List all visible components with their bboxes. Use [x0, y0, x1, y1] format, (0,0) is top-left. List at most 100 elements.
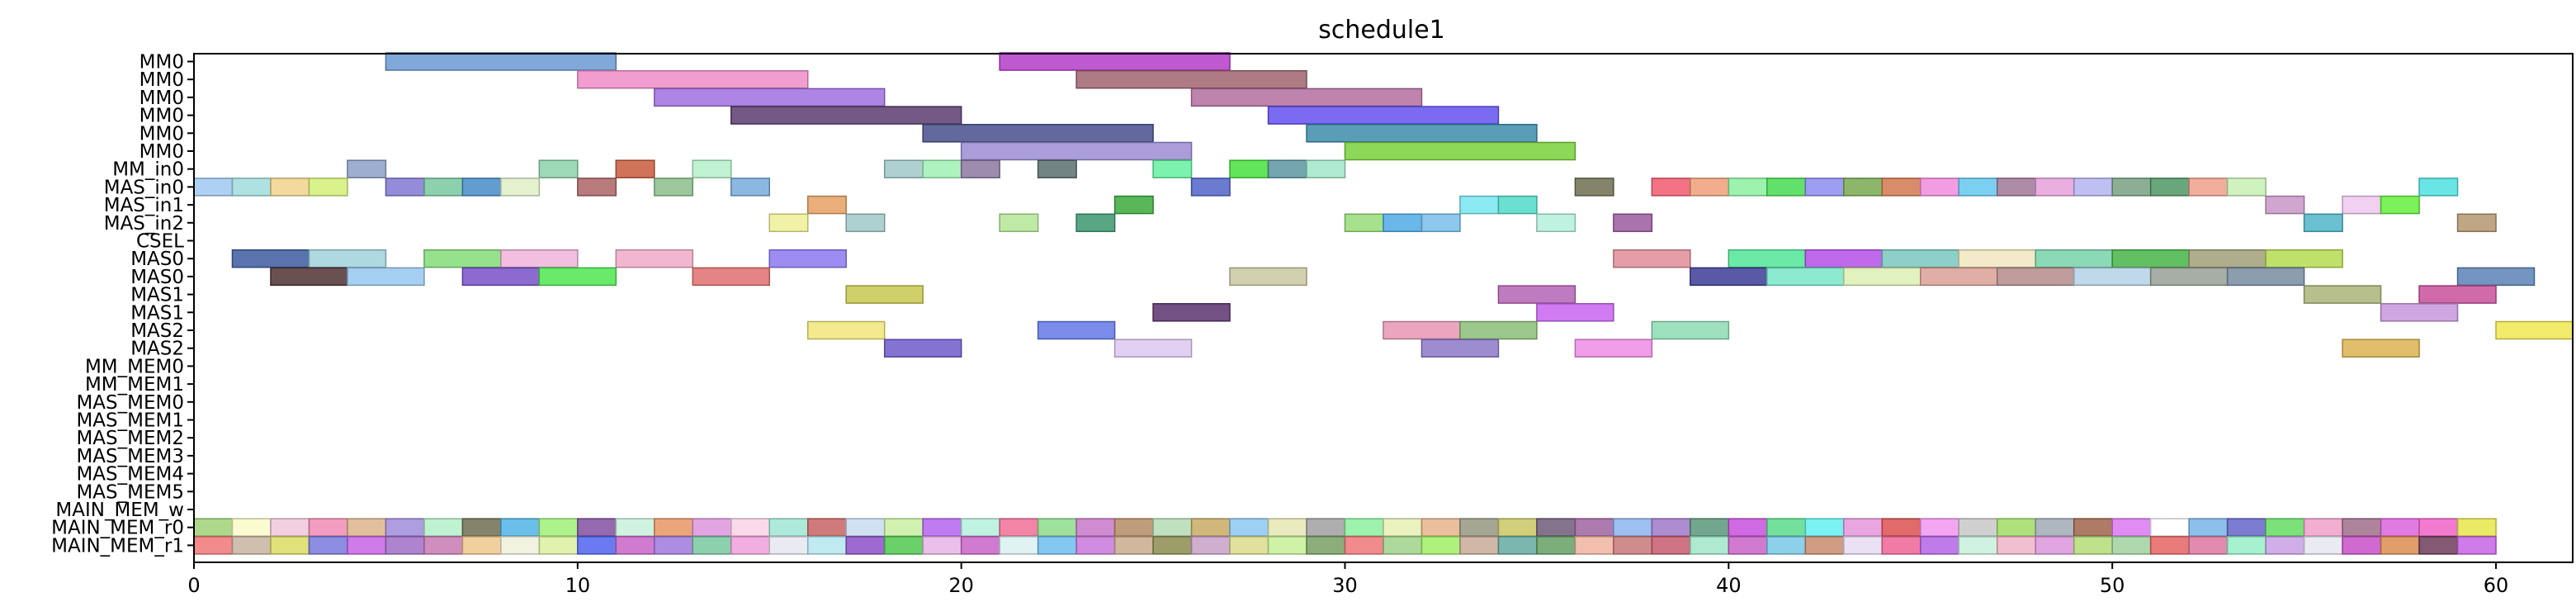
- task-bar: [2226, 267, 2305, 287]
- task-bar: [1383, 536, 1423, 555]
- task-bar: [1651, 518, 1691, 537]
- y-tick-label: MAS0: [130, 267, 184, 288]
- task-bar: [347, 536, 387, 555]
- task-bar: [1843, 518, 1884, 537]
- task-bar: [1843, 178, 1884, 197]
- task-bar: [1113, 518, 1154, 537]
- task-bar: [2342, 518, 2382, 537]
- task-bar: [1728, 249, 1807, 268]
- task-bar: [1075, 69, 1307, 89]
- x-tick-label: 60: [2484, 574, 2509, 597]
- task-bar: [1075, 536, 1116, 555]
- task-bar: [1152, 536, 1193, 555]
- task-bar: [922, 518, 962, 537]
- task-bar: [1229, 518, 1269, 537]
- task-bar: [2380, 536, 2420, 555]
- task-bar: [1459, 320, 1538, 340]
- task-bar: [2303, 213, 2343, 233]
- task-bar: [577, 178, 617, 197]
- task-bar: [1766, 536, 1807, 555]
- task-bar: [2495, 320, 2574, 340]
- y-tick-label: MM_MEM0: [85, 356, 184, 377]
- task-bar: [2418, 285, 2497, 304]
- task-bar: [806, 536, 847, 555]
- task-bar: [2149, 518, 2190, 537]
- y-tick-label: MM0: [139, 88, 184, 109]
- task-bar: [308, 249, 387, 268]
- task-bar: [1958, 518, 1998, 537]
- task-bar: [2111, 249, 2190, 268]
- task-bar: [1881, 536, 1921, 555]
- task-bar: [730, 178, 771, 197]
- task-bar: [2035, 249, 2113, 268]
- plot-frame: [193, 53, 2574, 563]
- y-tick-labels: MM0MM0MM0MM0MM0MM0MM_in0MAS_in0MAS_in1MA…: [51, 52, 194, 557]
- task-bar: [1306, 536, 1346, 555]
- task-bar: [960, 141, 1193, 161]
- y-tick-label: MM0: [139, 123, 184, 145]
- task-bar: [692, 159, 732, 178]
- task-bar: [1574, 339, 1653, 358]
- task-bar: [2303, 536, 2343, 555]
- task-bar: [2456, 536, 2497, 555]
- chart-title: schedule1: [1318, 16, 1445, 45]
- task-bar: [999, 536, 1039, 555]
- x-tick-label: 20: [948, 574, 974, 597]
- task-bar: [1344, 518, 1384, 537]
- task-bar: [1958, 178, 1998, 197]
- task-bar: [423, 178, 464, 197]
- task-bar: [1497, 518, 1538, 537]
- task-bar: [1037, 159, 1077, 178]
- task-bar: [423, 249, 502, 268]
- task-bar: [845, 518, 886, 537]
- task-bar: [1958, 536, 1998, 555]
- task-bar: [2456, 213, 2497, 233]
- task-bar: [1267, 536, 1307, 555]
- task-bar: [577, 518, 617, 537]
- task-bar: [2149, 178, 2190, 197]
- task-bar: [2111, 536, 2152, 555]
- task-bar: [845, 285, 924, 304]
- task-bar: [2035, 518, 2075, 537]
- task-bar: [1344, 536, 1384, 555]
- task-bar: [1728, 536, 1768, 555]
- task-bar: [2456, 518, 2497, 537]
- y-tick-label: MAIN_MEM_w: [55, 500, 184, 521]
- task-bar: [231, 249, 310, 268]
- task-bar: [2418, 178, 2459, 197]
- task-bar: [1804, 249, 1884, 268]
- task-bar: [1420, 339, 1500, 358]
- task-bar: [2303, 285, 2382, 304]
- x-ticks: 0 10 20 30 40 50 60: [187, 562, 2508, 597]
- task-bar: [2380, 303, 2459, 322]
- task-bar: [1613, 213, 1653, 233]
- y-tick-label: MM_MEM1: [85, 374, 184, 396]
- task-bar: [500, 178, 541, 197]
- task-bar: [2226, 518, 2266, 537]
- task-bar: [231, 518, 272, 537]
- task-bar: [1996, 536, 2036, 555]
- task-bar: [1804, 518, 1845, 537]
- task-bar: [1920, 536, 1960, 555]
- task-bar: [960, 159, 1000, 178]
- task-bar: [2073, 518, 2113, 537]
- y-tick-label: MAS_MEM5: [76, 481, 184, 503]
- task-bar: [461, 178, 502, 197]
- task-bar: [1497, 195, 1538, 215]
- task-bar: [960, 518, 1000, 537]
- task-bar: [577, 69, 809, 89]
- task-bar: [1267, 159, 1307, 178]
- y-tick-label: MAS_MEM4: [76, 464, 184, 486]
- task-bar: [806, 195, 847, 215]
- y-tick-label: CSEL: [136, 231, 184, 253]
- task-bar: [1152, 518, 1193, 537]
- task-bar: [538, 267, 617, 287]
- task-bar: [2265, 195, 2305, 215]
- task-bar: [2149, 267, 2229, 287]
- task-bar: [308, 518, 348, 537]
- task-bar: [308, 178, 348, 197]
- task-bar: [2342, 339, 2420, 358]
- task-bar: [2418, 536, 2459, 555]
- task-bar: [2456, 267, 2536, 287]
